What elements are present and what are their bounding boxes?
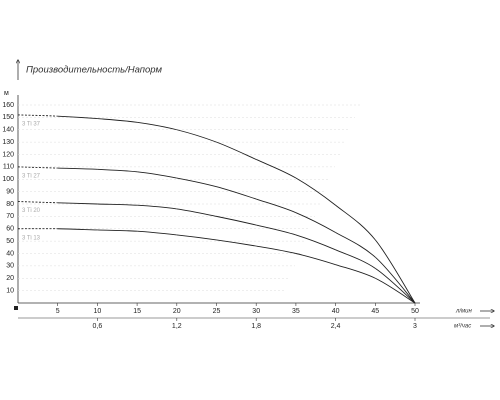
y-tick-label: 90: [6, 188, 14, 195]
curve-segment: [57, 115, 98, 120]
x-tick-label: 40: [332, 308, 340, 315]
y-unit: м: [4, 90, 9, 97]
curve-segment: [216, 141, 257, 160]
series-label: 3 Ti 13: [22, 235, 41, 241]
curve-segment: [375, 277, 416, 304]
curve-segment: [295, 234, 336, 251]
x2-tick-label: 1,8: [251, 323, 261, 330]
y-tick-label: 160: [2, 102, 14, 109]
curve-segment: [295, 212, 336, 233]
x2-tick-label: 2,4: [331, 323, 341, 330]
curve-segment: [335, 264, 376, 279]
curve-segment: [97, 118, 138, 123]
chart-title: Производительность/Напорм: [26, 65, 162, 76]
y-tick-label: 150: [2, 114, 14, 121]
y-tick-label: 120: [2, 151, 14, 158]
curve-segment: [176, 208, 217, 217]
curve-segment: [137, 204, 177, 210]
x-tick-label: 10: [94, 308, 102, 315]
y-tick-label: 110: [3, 164, 14, 171]
curve-segment: [295, 177, 336, 206]
y-tick-label: 60: [6, 226, 14, 233]
y-tick-label: 80: [6, 201, 14, 208]
curve-segment: [335, 249, 376, 269]
curve-segment: [57, 228, 98, 231]
curve-segment: [216, 239, 257, 247]
curve-segment: [256, 159, 297, 179]
y-tick-label: 30: [6, 263, 14, 270]
curve-segment: [97, 168, 138, 173]
y-tick-label: 140: [2, 127, 14, 134]
curve-segment: [57, 202, 98, 205]
curve-segment: [57, 167, 98, 170]
x-tick-label: 45: [371, 308, 379, 315]
curve-segment: [216, 186, 257, 200]
series-label: 3 Ti 27: [22, 173, 41, 179]
x-tick-label: 25: [213, 308, 221, 315]
x2-tick-label: 1,2: [172, 323, 182, 330]
curve-segment: [375, 267, 416, 304]
y-tick-label: 40: [6, 250, 14, 257]
curve-segment: [17, 114, 58, 117]
curve-segment: [17, 201, 58, 204]
curve-segment: [137, 230, 177, 236]
curve-segment: [216, 215, 257, 226]
curve-segment: [17, 166, 58, 169]
x-tick-label: 50: [411, 308, 419, 315]
curve-segment: [176, 177, 217, 188]
curve-segment: [137, 121, 177, 131]
curve-segment: [176, 129, 217, 143]
x2-tick-label: 3: [413, 323, 417, 330]
curve-segment: [375, 256, 416, 304]
x2-unit: м³/час: [454, 324, 471, 330]
x-tick-label: 5: [56, 308, 60, 315]
origin-mark: [14, 306, 18, 310]
curve-segment: [374, 239, 416, 304]
series-label: 3 Ti 37: [22, 121, 41, 127]
curve-segment: [176, 234, 217, 241]
curve-segment: [137, 171, 177, 179]
y-tick-label: 130: [2, 139, 14, 146]
y-tick-label: 70: [6, 213, 14, 220]
x-tick-label: 15: [133, 308, 141, 315]
y-tick-label: 100: [2, 176, 14, 183]
curve-segment: [335, 232, 376, 258]
y-tick-label: 20: [6, 275, 14, 282]
curve-segment: [256, 198, 297, 214]
curve-segment: [295, 253, 336, 266]
x-tick-label: 30: [252, 308, 260, 315]
curve-segment: [97, 203, 138, 206]
x-tick-label: 35: [292, 308, 300, 315]
y-tick-label: 10: [6, 287, 14, 294]
curve-segment: [97, 229, 138, 232]
x-unit: л/мин: [455, 309, 473, 315]
y-tick-label: 50: [6, 238, 14, 245]
x-tick-label: 20: [173, 308, 181, 315]
curve-segment: [335, 204, 376, 241]
x2-tick-label: 0,6: [93, 323, 103, 330]
curve-segment: [256, 224, 297, 236]
curve-segment: [256, 245, 297, 254]
series-label: 3 Ti 20: [22, 208, 41, 214]
